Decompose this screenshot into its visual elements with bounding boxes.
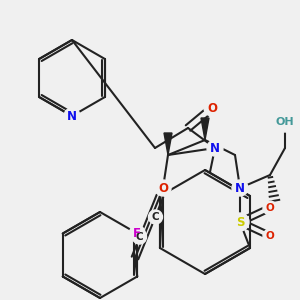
Circle shape xyxy=(263,229,277,243)
Circle shape xyxy=(263,201,277,215)
Polygon shape xyxy=(201,118,209,140)
Text: O: O xyxy=(266,203,274,213)
Text: S: S xyxy=(236,215,244,229)
Text: F: F xyxy=(133,227,141,240)
Text: N: N xyxy=(67,110,77,122)
Polygon shape xyxy=(164,133,172,155)
Circle shape xyxy=(64,108,80,124)
Circle shape xyxy=(232,180,248,196)
Text: N: N xyxy=(235,182,245,194)
Text: N: N xyxy=(210,142,220,154)
Circle shape xyxy=(129,226,145,242)
Text: O: O xyxy=(207,101,217,115)
Circle shape xyxy=(133,230,146,244)
Text: OH: OH xyxy=(276,117,294,127)
Text: O: O xyxy=(158,182,168,194)
Text: O: O xyxy=(266,231,274,241)
Circle shape xyxy=(204,100,220,116)
Circle shape xyxy=(207,140,223,156)
Circle shape xyxy=(275,112,295,132)
Text: C: C xyxy=(136,232,143,242)
Circle shape xyxy=(155,180,171,196)
Circle shape xyxy=(148,210,163,224)
Circle shape xyxy=(231,213,249,231)
Text: C: C xyxy=(152,212,159,222)
